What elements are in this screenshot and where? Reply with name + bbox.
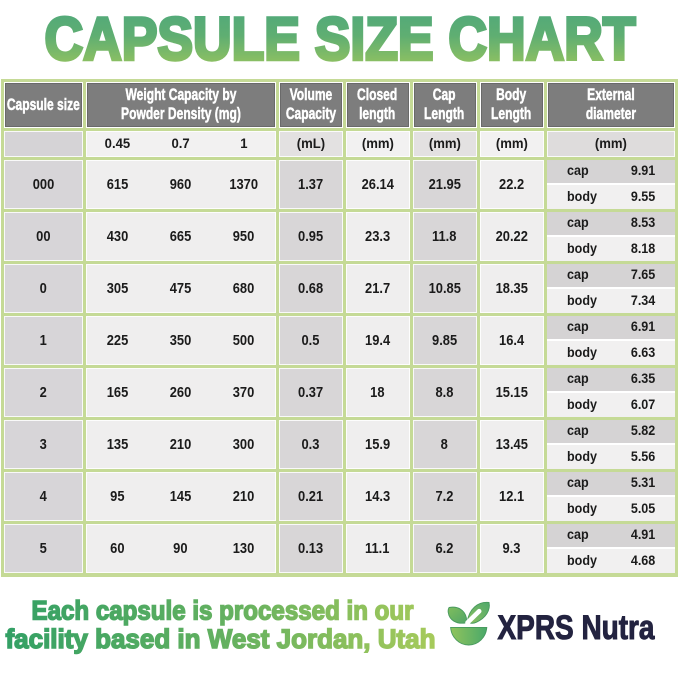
- svg-text:XPRS Nutra: XPRS Nutra: [498, 609, 656, 647]
- svg-text:Each capsule is processed in o: Each capsule is processed in our: [32, 596, 414, 626]
- svg-text:CAPSULE SIZE CHART: CAPSULE SIZE CHART: [45, 6, 636, 73]
- svg-text:facility based in West Jordan,: facility based in West Jordan, Utah: [6, 624, 436, 654]
